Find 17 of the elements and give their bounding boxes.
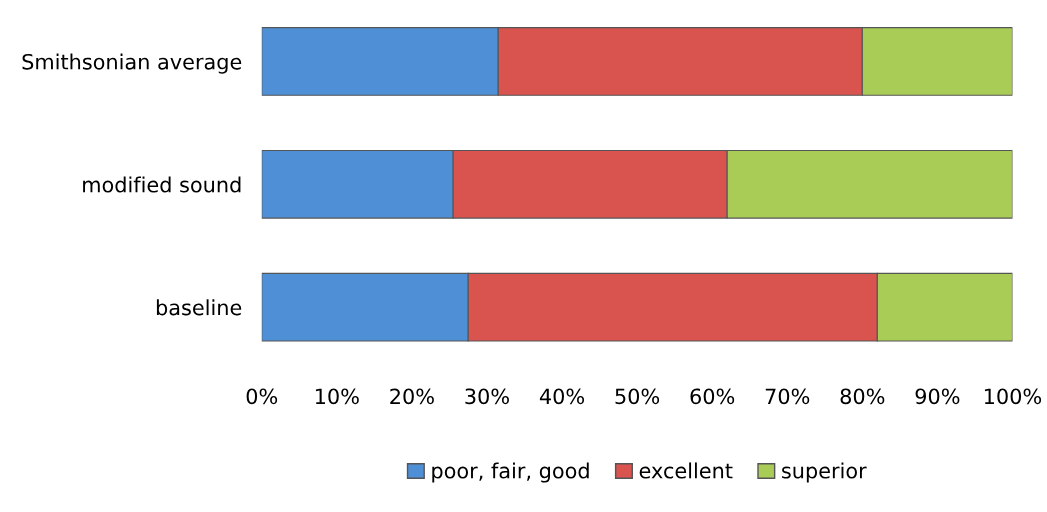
x-tick-label: 30%	[465, 388, 509, 405]
x-tick-label: 100%	[984, 388, 1042, 405]
legend-label: superior	[782, 462, 867, 483]
y-tick-label: modified sound	[83, 176, 241, 193]
y-tick-label: Smithsonian average	[22, 53, 242, 74]
x-tick-label: 70%	[765, 388, 810, 405]
x-tick-label: 50%	[615, 388, 660, 405]
x-tick-label: 20%	[390, 388, 434, 405]
x-tick-label: 60%	[690, 388, 735, 405]
x-tick-label: 0%	[246, 388, 278, 405]
x-tick-label: 10%	[315, 388, 359, 405]
legend-label: poor, fair, good	[432, 462, 589, 483]
y-tick-label: baseline	[156, 299, 242, 316]
legend-label: excellent	[639, 462, 733, 479]
x-tick-label: 40%	[539, 388, 585, 405]
x-tick-label: 80%	[840, 388, 885, 405]
x-tick-label: 90%	[915, 388, 960, 405]
